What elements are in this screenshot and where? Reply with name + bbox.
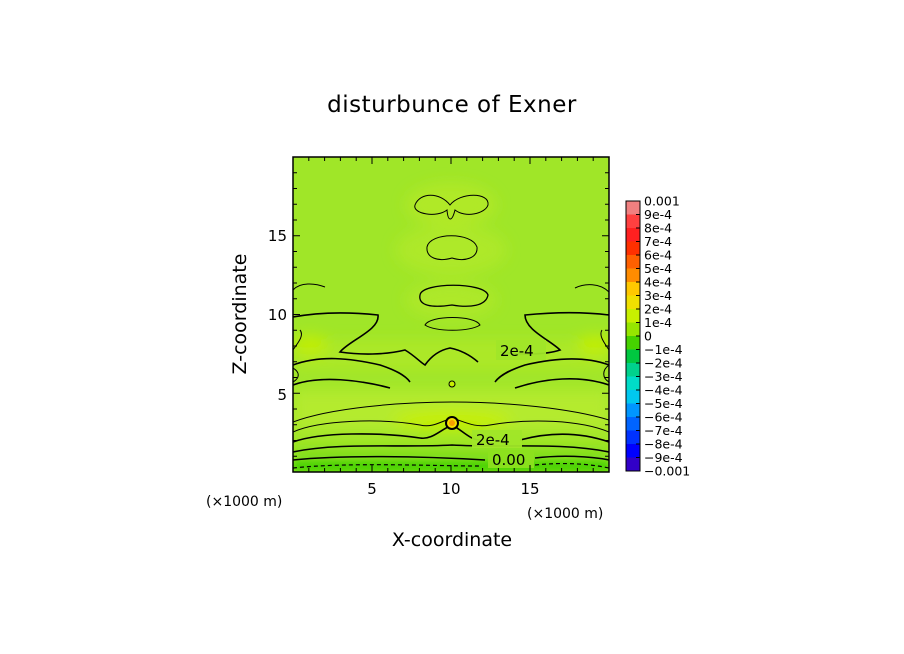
colorbar-swatch xyxy=(626,417,640,431)
colorbar-label: 8e-4 xyxy=(644,221,672,236)
colorbar-label: −8e-4 xyxy=(644,437,683,452)
colorbar-label: 5e-4 xyxy=(644,261,672,276)
colorbar-label: −1e-4 xyxy=(644,342,683,357)
contour-upper-lobes xyxy=(414,194,489,220)
center-markers xyxy=(445,380,459,430)
colorbar-swatch xyxy=(626,363,640,377)
contour-near-bottom-2 xyxy=(293,455,486,461)
colorbar-label: −3e-4 xyxy=(644,369,683,384)
x-tick-label: 5 xyxy=(367,480,377,498)
contour-zero xyxy=(293,464,481,469)
colorbar-swatch xyxy=(626,430,640,445)
contour-2e4-lower-right xyxy=(519,433,609,443)
colorbar-swatch xyxy=(626,295,640,310)
contour-right-mid xyxy=(494,358,609,383)
contour-right-lower xyxy=(514,378,609,389)
plot-area: 2e-4 2e-4 0.00 xyxy=(293,157,609,472)
contour-left-lower xyxy=(293,378,391,389)
colorbar-label: 0 xyxy=(644,329,652,344)
colorbar-label: 4e-4 xyxy=(644,275,672,290)
contour-label-zero: 0.00 xyxy=(492,451,525,469)
colorbar-swatch xyxy=(626,214,640,229)
colorbar-swatch xyxy=(626,336,640,350)
colorbar-swatch xyxy=(626,309,640,323)
x-axis-label: X-coordinate xyxy=(392,529,512,551)
colorbar-label: 0.001 xyxy=(644,194,680,209)
axis-ticks xyxy=(293,157,609,472)
colorbar-label: −6e-4 xyxy=(644,410,683,425)
z-unit-label: (×1000 m) xyxy=(527,506,603,522)
colorbar: 0.0019e-48e-47e-46e-45e-44e-43e-42e-41e-… xyxy=(625,194,690,479)
chart-title: disturbunce of Exner xyxy=(327,92,577,118)
y-tick-label: 15 xyxy=(268,227,287,245)
y-axis-label: Z-coordinate xyxy=(229,254,251,375)
x-tick-label: 10 xyxy=(441,480,460,498)
x-unit-label: (×1000 m) xyxy=(206,494,282,510)
colorbar-swatch xyxy=(626,282,640,296)
colorbar-label: 7e-4 xyxy=(644,234,672,249)
contour-labels: 2e-4 2e-4 0.00 xyxy=(472,340,546,469)
colorbar-swatch xyxy=(626,457,640,472)
contour-left-edge-oval xyxy=(293,367,299,383)
small-center-circle xyxy=(448,380,456,388)
colorbar-label: 6e-4 xyxy=(644,248,672,263)
contour-label-upper: 2e-4 xyxy=(500,342,534,360)
colorbar-label: 3e-4 xyxy=(644,288,672,303)
y-tick-labels: 5 10 15 xyxy=(268,227,287,404)
y-tick-label: 10 xyxy=(268,306,287,324)
x-tick-labels: 5 10 15 xyxy=(367,480,539,498)
colorbar-label: −4e-4 xyxy=(644,383,683,398)
colorbar-label: 9e-4 xyxy=(644,207,672,222)
contour-2e4-lower xyxy=(293,424,481,443)
colorbar-label: −9e-4 xyxy=(644,450,683,465)
y-tick-label: 5 xyxy=(277,386,287,404)
colorbar-swatch xyxy=(626,201,640,215)
colorbar-label: −7e-4 xyxy=(644,423,683,438)
contour-left-wave xyxy=(293,283,326,291)
colorbar-swatch xyxy=(626,255,640,269)
contour-upper-oval xyxy=(426,235,478,261)
colorbar-label: −0.001 xyxy=(644,464,690,479)
colorbar-swatch xyxy=(626,349,640,364)
colorbar-label: −5e-4 xyxy=(644,396,683,411)
contour-near-bottom-1 xyxy=(293,444,609,453)
contour-band-upper xyxy=(293,401,609,423)
contour-right-wave xyxy=(574,284,609,293)
x-tick-label: 15 xyxy=(520,480,539,498)
colorbar-label: 1e-4 xyxy=(644,315,672,330)
contour-2e4-upper-left xyxy=(293,312,479,367)
colorbar-swatch xyxy=(626,241,640,256)
colorbar-swatch xyxy=(626,403,640,418)
colorbar-swatch xyxy=(626,228,640,242)
colorbar-swatch xyxy=(626,444,640,458)
contour-label-lower: 2e-4 xyxy=(476,431,510,449)
contour-right-edge-oval xyxy=(603,364,609,383)
contour-small-dip-left xyxy=(293,329,302,351)
colorbar-swatch xyxy=(626,268,640,283)
colorbar-label: −2e-4 xyxy=(644,356,683,371)
colorbar-swatch xyxy=(626,390,640,404)
contour-mid-oval xyxy=(419,284,489,307)
contour-near-bottom-2r xyxy=(534,455,609,461)
contour-small-oval xyxy=(424,317,481,331)
contour-zero-right xyxy=(534,462,609,469)
contour-left-mid xyxy=(293,357,411,383)
contour-small-dip-right xyxy=(600,329,609,351)
colorbar-label: 2e-4 xyxy=(644,302,672,317)
colorbar-swatch xyxy=(626,322,640,337)
colorbar-swatch xyxy=(626,376,640,391)
